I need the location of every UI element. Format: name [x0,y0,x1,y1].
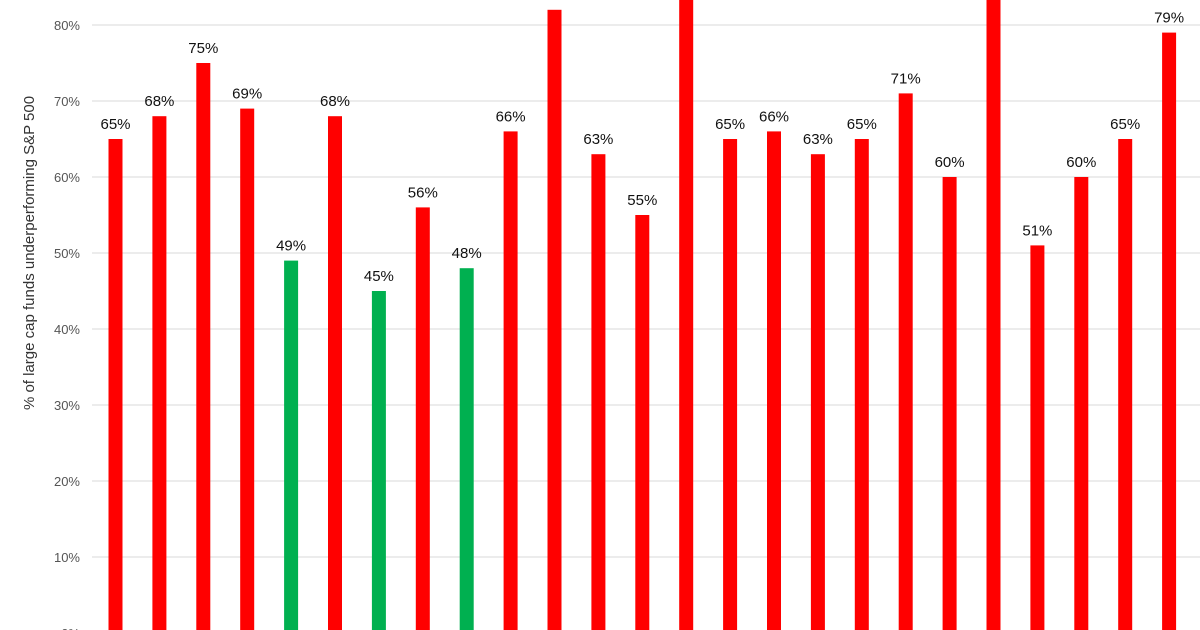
bar [942,177,957,630]
bar-value-label: 56% [408,184,438,201]
bar-value-label: 79% [1154,10,1184,27]
bar-value-label: 63% [583,131,613,148]
bar [415,207,430,630]
bar-value-label: 49% [276,238,306,255]
y-tick-label: 50% [54,246,80,261]
bar-value-label: 60% [1066,154,1096,171]
bar-value-label: 63% [803,131,833,148]
bar [547,9,562,630]
bar [1030,245,1045,630]
bar-value-label: 45% [364,268,394,285]
bar-value-label: 68% [144,93,174,110]
bar-value-label: 51% [1022,222,1052,239]
bar [1118,139,1133,630]
y-tick-label: 80% [54,18,80,33]
y-axis-title: % of large cap funds underperforming S&P… [21,96,38,410]
bar [679,0,694,630]
bar-value-label: 65% [100,116,130,133]
bar-value-label: 55% [627,192,657,209]
bar [459,268,474,630]
bar-value-label: 75% [188,40,218,57]
bar [591,154,606,630]
bar [328,116,342,630]
bar [810,154,825,630]
bar [503,131,518,630]
bar [108,139,123,630]
bar [898,93,913,630]
bars [108,0,1177,630]
y-axis-ticks: 0% 10% 20% 30% 40% 50% 60% 70% 80% [54,18,80,630]
bar-value-label: 69% [232,86,262,103]
bar [1074,177,1089,630]
bar [635,215,650,630]
y-tick-label: 30% [54,398,80,413]
bar-value-label: 65% [847,116,877,133]
bar [240,108,255,630]
bar [986,0,1001,630]
bar-value-label: 65% [1110,116,1140,133]
bar [723,139,738,630]
data-labels: 65% 68% 75% 69% 49% 68% 45% 56% 48% 66% 63% 55% 65% 6… [100,10,1184,285]
bar-value-label: 48% [452,245,482,262]
y-tick-label: 0% [61,626,80,630]
bar [1162,32,1177,630]
bar [371,291,386,630]
bar-value-label: 65% [715,116,745,133]
bar-value-label: 68% [320,93,350,110]
y-tick-label: 10% [54,550,80,565]
bar [284,260,299,630]
bar [196,63,211,630]
y-tick-label: 20% [54,474,80,489]
bar-value-label: 60% [935,154,965,171]
bar-value-label: 66% [759,108,789,125]
y-tick-label: 40% [54,322,80,337]
y-tick-label: 60% [54,170,80,185]
bar-value-label: 66% [496,108,526,125]
y-tick-label: 70% [54,94,80,109]
bar [767,131,781,630]
bar-value-label: 71% [891,70,921,87]
bar [152,116,167,630]
bar [854,139,869,630]
